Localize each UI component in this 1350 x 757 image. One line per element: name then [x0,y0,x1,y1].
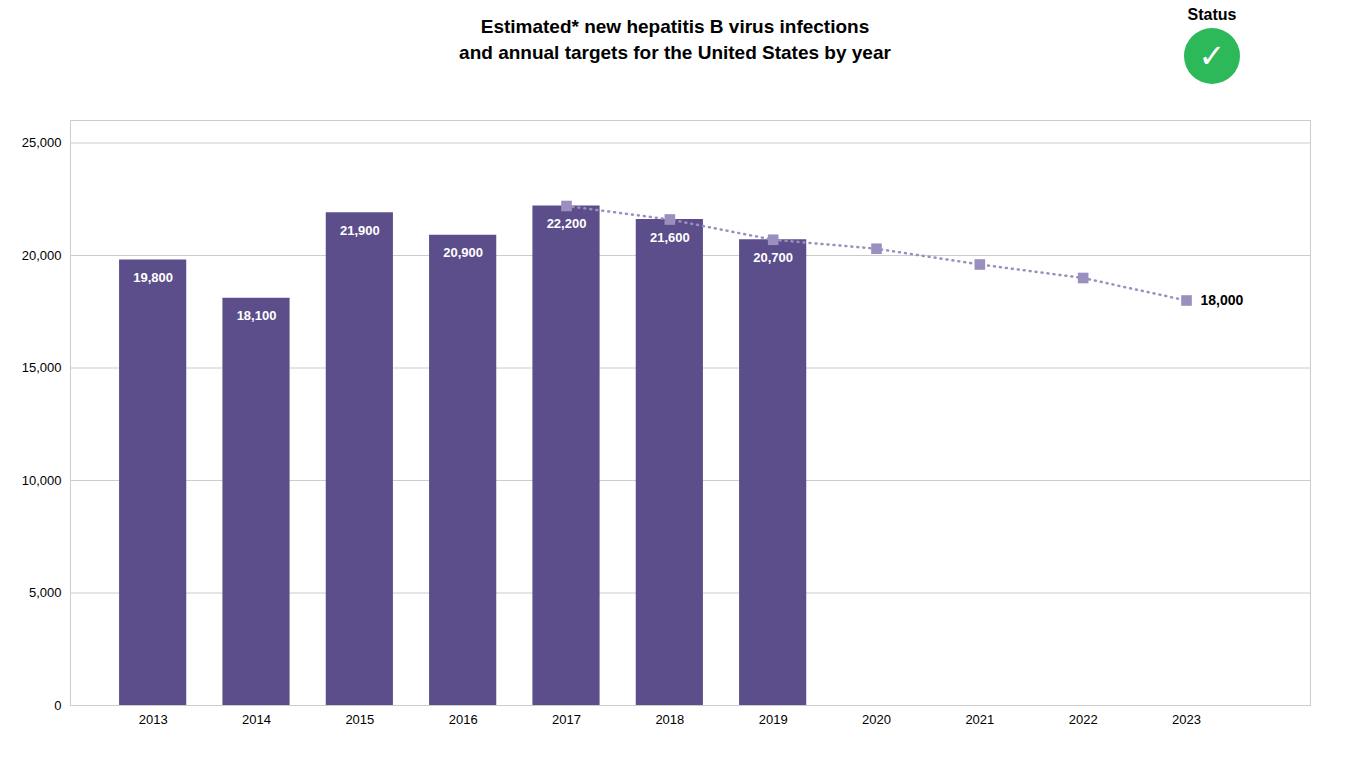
svg-text:18,100: 18,100 [237,308,277,323]
svg-text:2019: 2019 [759,712,788,727]
svg-text:0: 0 [54,698,61,713]
svg-text:22,200: 22,200 [547,216,587,231]
svg-text:2018: 2018 [655,712,684,727]
svg-text:2021: 2021 [965,712,994,727]
svg-text:21,900: 21,900 [340,223,380,238]
svg-text:21,600: 21,600 [650,230,690,245]
svg-text:25,000: 25,000 [22,135,62,150]
svg-text:2023: 2023 [1172,712,1201,727]
svg-text:5,000: 5,000 [29,585,62,600]
svg-text:15,000: 15,000 [22,360,62,375]
html-text:Status: Status [1187,6,1237,23]
svg-text:20,900: 20,900 [443,245,483,260]
svg-text:2017: 2017 [552,712,581,727]
svg-text:20,000: 20,000 [22,248,62,263]
html-text:Estimated* new hepatitis B vir: Estimated* new hepatitis B virus infecti… [459,16,891,63]
svg-text:19,800: 19,800 [133,270,173,285]
svg-text:20,700: 20,700 [753,250,793,265]
svg-text:18,000: 18,000 [1201,292,1244,308]
svg-text:2014: 2014 [242,712,271,727]
svg-text:2020: 2020 [862,712,891,727]
svg-text:2015: 2015 [345,712,374,727]
svg-text:10,000: 10,000 [22,473,62,488]
svg-text:2013: 2013 [139,712,168,727]
svg-text:2016: 2016 [449,712,478,727]
svg-text:2022: 2022 [1069,712,1098,727]
